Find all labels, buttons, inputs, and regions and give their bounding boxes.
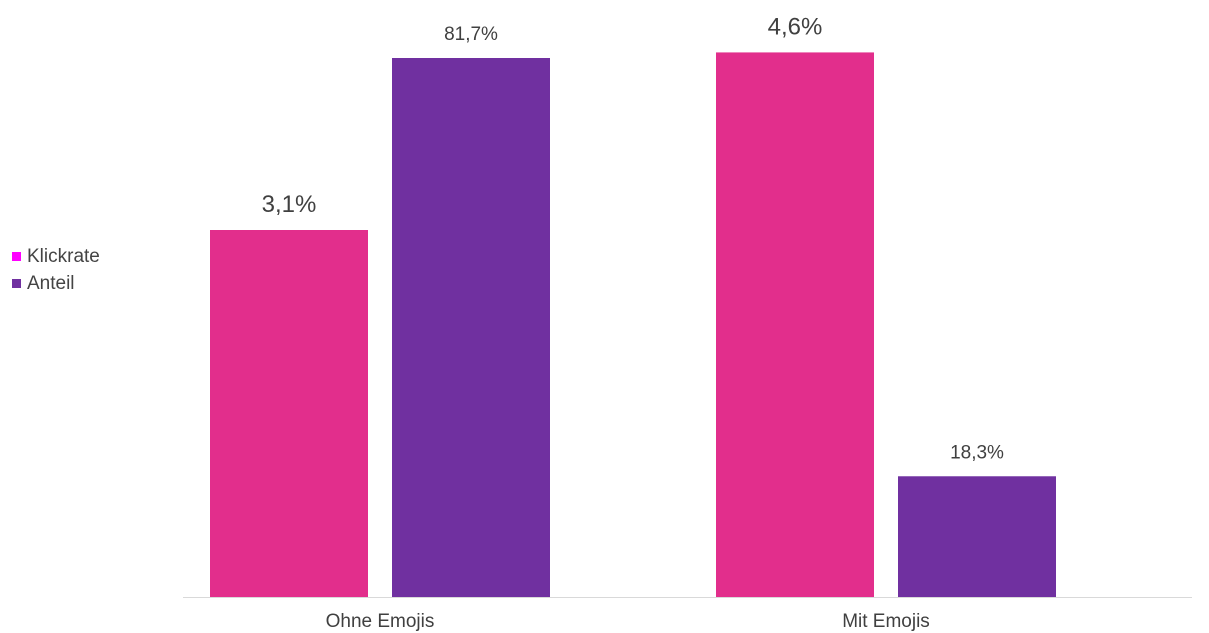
bar-klickrate-0[interactable] xyxy=(210,230,368,597)
legend-swatch-klickrate xyxy=(12,252,21,261)
data-label-anteil-0: 81,7% xyxy=(444,24,498,45)
bar-anteil-0[interactable] xyxy=(392,58,550,597)
data-label-anteil-1: 18,3% xyxy=(950,442,1004,463)
legend-label-anteil: Anteil xyxy=(27,273,75,294)
data-label-klickrate-0: 3,1% xyxy=(262,191,317,218)
x-tick-label-0: Ohne Emojis xyxy=(326,611,435,632)
bar-anteil-1[interactable] xyxy=(898,476,1056,597)
legend-label-klickrate: Klickrate xyxy=(27,246,100,267)
legend-item-klickrate[interactable]: Klickrate xyxy=(12,243,100,270)
legend-swatch-anteil xyxy=(12,279,21,288)
bar-klickrate-1[interactable] xyxy=(716,52,874,597)
data-label-klickrate-1: 4,6% xyxy=(768,13,823,40)
legend-item-anteil[interactable]: Anteil xyxy=(12,270,100,297)
legend: Klickrate Anteil xyxy=(12,243,100,297)
x-tick-label-1: Mit Emojis xyxy=(842,611,930,632)
